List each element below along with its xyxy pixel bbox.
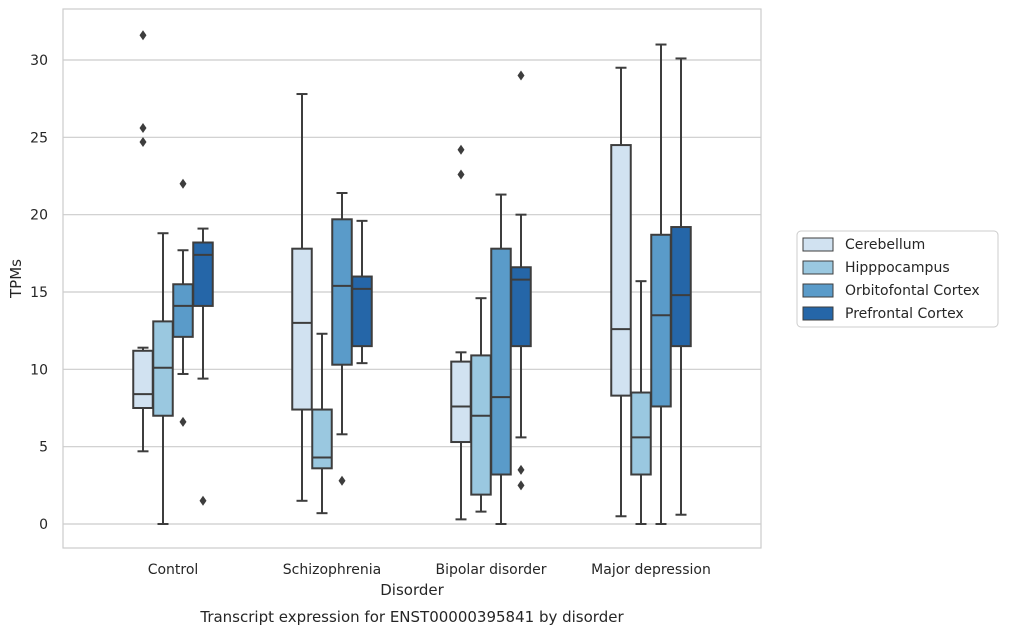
outlier-point — [139, 123, 147, 134]
legend-label: Prefrontal Cortex — [845, 306, 964, 322]
box-group — [490, 193, 512, 525]
box-group — [510, 70, 532, 491]
x-axis-ticks: Control Schizophrenia Bipolar disorder Majo… — [148, 562, 711, 578]
box-group — [311, 332, 333, 515]
y-axis-label: TPMs — [7, 259, 25, 299]
legend-label: Cerebellum — [845, 237, 925, 253]
outlier-point — [517, 464, 525, 475]
box-group — [351, 219, 373, 365]
iqr-box — [450, 360, 472, 444]
box-group — [650, 43, 672, 525]
chart-caption: Transcript expression for ENST0000039584… — [199, 608, 624, 626]
outlier-point — [139, 136, 147, 147]
iqr-box — [670, 226, 692, 348]
y-tick-label: 10 — [30, 362, 48, 378]
x-tick-label: Control — [148, 562, 199, 578]
legend: Cerebellum Hipppocampus Orbitofontal Corte… — [796, 230, 999, 328]
iqr-box — [610, 144, 632, 397]
legend-item: Prefrontal Cortex — [802, 306, 964, 322]
y-tick-label: 20 — [30, 208, 48, 224]
iqr-box — [490, 247, 512, 476]
outlier-point — [517, 480, 525, 491]
x-tick-label: Bipolar disorder — [435, 562, 546, 578]
box-group — [132, 30, 154, 453]
iqr-box — [291, 247, 313, 411]
iqr-box — [331, 218, 353, 366]
y-tick-label: 15 — [30, 285, 48, 301]
series-orbitofontal-cortex — [172, 43, 672, 525]
outlier-point — [457, 144, 465, 155]
series-hipppocampus — [152, 232, 652, 525]
legend-label: Hipppocampus — [845, 260, 950, 276]
box-group — [152, 232, 174, 525]
box-group — [192, 227, 214, 506]
legend-swatch — [802, 260, 834, 275]
iqr-box — [311, 408, 333, 470]
x-tick-label: Major depression — [591, 562, 711, 578]
box-group — [610, 66, 632, 518]
iqr-box — [351, 275, 373, 348]
y-tick-label: 0 — [39, 517, 48, 533]
y-tick-label: 25 — [30, 130, 48, 146]
outlier-point — [338, 475, 346, 486]
iqr-box — [192, 241, 214, 307]
legend-swatch — [802, 237, 834, 252]
box-group — [331, 192, 353, 486]
y-tick-label: 30 — [30, 53, 48, 69]
box-series — [132, 30, 692, 525]
iqr-box — [630, 391, 652, 476]
legend-item: Cerebellum — [802, 237, 925, 253]
outlier-point — [179, 178, 187, 189]
y-tick-label: 5 — [39, 440, 48, 456]
box-group — [630, 280, 652, 525]
box-group — [291, 93, 313, 502]
legend-label: Orbitofontal Cortex — [845, 283, 980, 299]
box-group — [470, 297, 492, 513]
series-prefrontal-cortex — [192, 57, 692, 516]
iqr-box — [650, 233, 672, 408]
legend-swatch — [802, 283, 834, 298]
outlier-point — [517, 70, 525, 81]
box-group — [670, 57, 692, 516]
outlier-point — [199, 495, 207, 506]
x-axis-label: Disorder — [380, 581, 444, 599]
box-group — [172, 178, 194, 427]
iqr-box — [510, 266, 532, 348]
legend-frame — [796, 230, 999, 328]
legend-item: Orbitofontal Cortex — [802, 283, 980, 299]
legend-item: Hipppocampus — [802, 260, 950, 276]
y-axis-ticks: 0 5 10 15 20 25 30 — [30, 53, 48, 533]
x-tick-label: Schizophrenia — [283, 562, 381, 578]
outlier-point — [457, 169, 465, 180]
iqr-box — [132, 349, 154, 410]
outlier-point — [139, 30, 147, 41]
series-cerebellum — [132, 30, 632, 521]
plot-area-frame — [62, 8, 762, 549]
legend-swatch — [802, 306, 834, 321]
box-group — [450, 144, 472, 521]
outlier-point — [179, 416, 187, 427]
iqr-box — [470, 354, 492, 496]
iqr-box — [172, 283, 194, 338]
